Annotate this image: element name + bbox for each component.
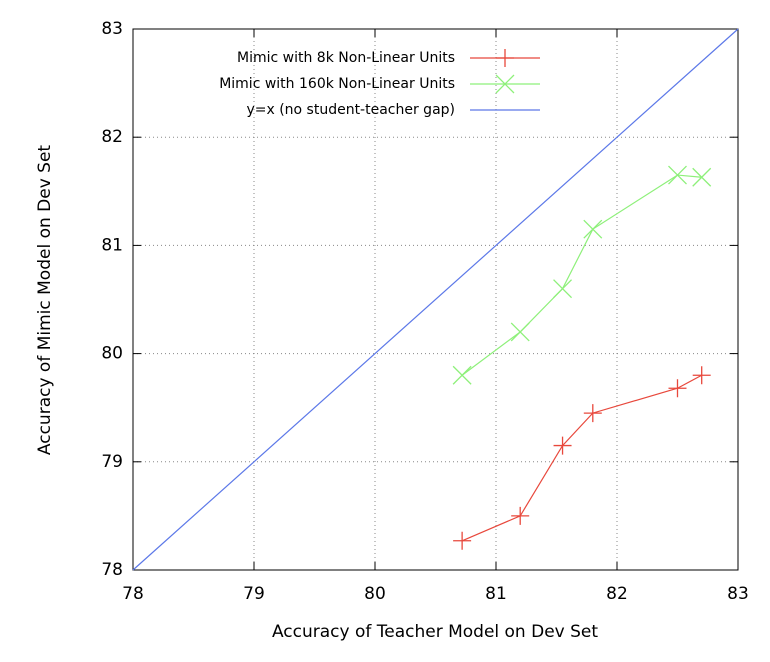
point [510, 322, 530, 342]
legend-label: y=x (no student-teacher gap) [246, 102, 455, 118]
point [692, 167, 712, 187]
point [583, 404, 602, 423]
legend-label: Mimic with 160k Non-Linear Units [219, 76, 455, 92]
x-tick-label: 81 [485, 584, 507, 604]
x-axis-label: Accuracy of Teacher Model on Dev Set [272, 622, 598, 642]
y-tick-label: 83 [101, 19, 123, 39]
legend-marker [496, 49, 514, 67]
point [511, 506, 530, 525]
point [668, 379, 687, 398]
x-tick-label: 78 [122, 584, 144, 604]
point [452, 365, 472, 385]
series-line [132, 28, 739, 571]
y-tick-label: 82 [101, 127, 123, 147]
y-tick-label: 78 [101, 560, 123, 580]
point [692, 366, 711, 385]
point [553, 279, 573, 299]
x-tick-label: 80 [364, 584, 386, 604]
x-tick-label: 82 [606, 584, 628, 604]
y-tick-label: 81 [101, 235, 123, 255]
point [453, 531, 472, 550]
point [553, 436, 572, 455]
legend-marker [495, 74, 515, 94]
point [668, 165, 687, 185]
y-tick-label: 80 [101, 344, 123, 364]
legend-label: Mimic with 8k Non-Linear Units [237, 50, 455, 66]
point [583, 219, 603, 239]
x-tick-label: 83 [727, 584, 749, 604]
y-tick-label: 79 [101, 452, 123, 472]
plot-frame [132, 28, 739, 571]
x-tick-label: 79 [243, 584, 265, 604]
series-line [461, 174, 702, 376]
y-axis-label: Accuracy of Mimic Model on Dev Set [35, 145, 55, 456]
series-line [461, 374, 702, 542]
